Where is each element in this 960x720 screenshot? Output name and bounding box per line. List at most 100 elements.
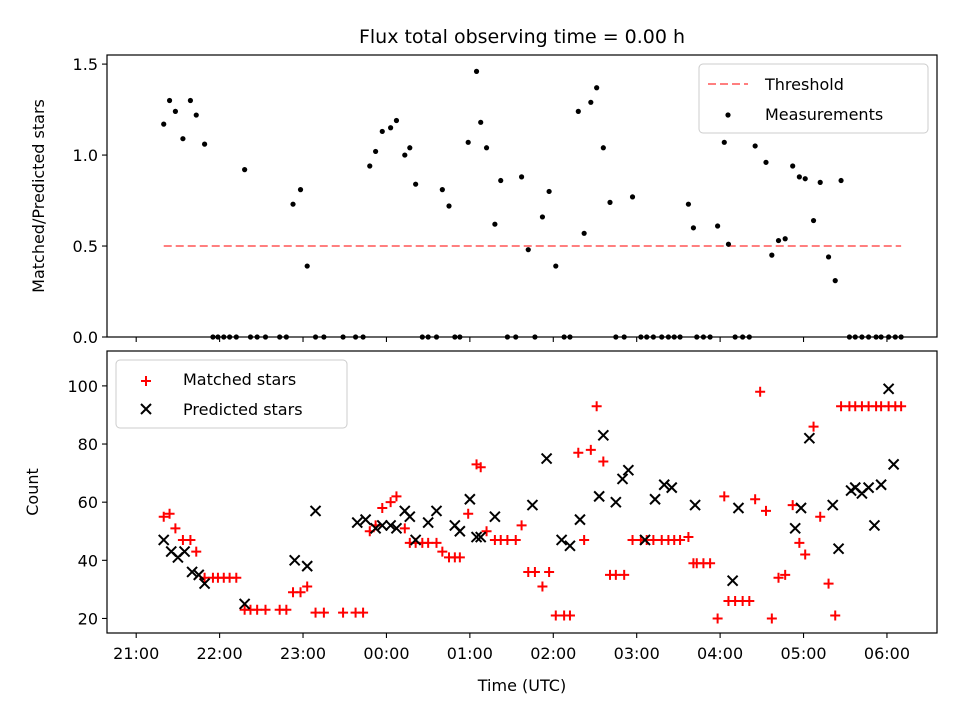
measurement-point (221, 334, 227, 340)
matched-star-point (648, 534, 659, 545)
predicted-star-point (359, 513, 372, 526)
measurement-point (790, 163, 796, 169)
measurement-point (304, 263, 310, 269)
y-axis-label-counts: Count (23, 468, 42, 516)
matched-star-point (437, 546, 448, 557)
matched-star-point (750, 494, 761, 505)
matched-star-point (358, 607, 369, 618)
matched-star-point (252, 604, 263, 615)
measurement-point (247, 334, 254, 340)
measurement-point (725, 241, 732, 247)
measurement-point (388, 125, 394, 131)
predicted-star-point (555, 534, 568, 546)
matched-star-point (815, 511, 826, 522)
measurement-point (180, 136, 186, 142)
legend-measurement-swatch (725, 112, 731, 118)
legend-measurement-label: Measurements (765, 105, 883, 124)
measurement-point (172, 108, 179, 114)
predicted-star-point (422, 516, 434, 529)
measurement-point (532, 334, 538, 340)
predicted-star-point (827, 499, 839, 511)
measurement-point (419, 334, 425, 340)
measurement-point (817, 179, 823, 185)
measurement-point (650, 334, 656, 340)
measurement-point (825, 254, 832, 260)
measurement-point (685, 201, 692, 207)
matched-star-point (529, 566, 540, 577)
predicted-star-point (526, 499, 539, 511)
predicted-star-point (409, 534, 422, 546)
measurement-point (690, 225, 697, 231)
measurement-point (425, 334, 431, 340)
measurement-point (732, 334, 738, 340)
measurement-point (553, 263, 559, 269)
measurement-point (513, 334, 519, 340)
x-tick-label: 03:00 (614, 644, 660, 663)
matched-star-point (423, 537, 434, 548)
y-tick-label: 1.5 (73, 55, 98, 74)
measurement-point (439, 187, 445, 193)
measurement-point (242, 167, 248, 173)
matched-star-point (760, 505, 771, 516)
legend-matched-swatch (141, 376, 151, 386)
matched-star-point (516, 520, 527, 531)
count-legend: Matched stars Predicted stars (115, 359, 348, 429)
matched-star-point (185, 534, 196, 545)
matched-star-point (579, 534, 590, 545)
measurement-point (433, 334, 440, 340)
y-axis-label-ratio: Matched/Predicted stars (29, 99, 48, 293)
measurement-point (846, 334, 853, 340)
measurement-point (746, 334, 752, 340)
matched-star-point (310, 607, 321, 618)
matched-star-point (598, 456, 609, 467)
predicted-star-point (593, 490, 605, 503)
legend-predicted-swatch (140, 403, 152, 415)
predicted-star-point (309, 505, 322, 517)
measurement-point (621, 334, 627, 340)
y-tick-label: 80 (78, 435, 98, 454)
predicted-star-point (726, 574, 739, 587)
measurement-point (283, 334, 289, 340)
measurement-point (873, 334, 879, 340)
measurement-point (769, 252, 775, 258)
legend-threshold-label: Threshold (764, 75, 844, 94)
matched-star-point (454, 552, 465, 563)
y-tick-label: 60 (78, 493, 98, 512)
measurement-point (161, 121, 167, 127)
measurement-point (465, 139, 471, 145)
measurement-point (297, 187, 304, 193)
matched-star-point (675, 534, 686, 545)
measurement-point (373, 148, 379, 155)
measurement-point (492, 221, 498, 227)
matched-star-point (585, 444, 596, 455)
measurement-point (215, 334, 221, 340)
matched-star-point (399, 523, 410, 534)
predicted-star-point (376, 519, 388, 532)
x-tick-label: 02:00 (530, 644, 576, 663)
predicted-star-point (475, 531, 487, 543)
matched-star-point (231, 572, 242, 583)
matched-star-point (170, 523, 181, 534)
predicted-star-point (489, 511, 501, 523)
predicted-star-point (464, 493, 476, 505)
predicted-star-point (832, 542, 845, 555)
matched-star-point (610, 569, 621, 580)
matched-star-point (719, 491, 730, 502)
predicted-star-point (564, 540, 576, 552)
measurement-point (210, 334, 216, 340)
matched-star-point (510, 534, 521, 545)
measurement-point (393, 117, 400, 124)
predicted-star-point (430, 505, 443, 517)
measurement-point (457, 334, 463, 340)
predicted-star-point (574, 513, 586, 526)
predicted-star-point (803, 432, 816, 444)
predicted-star-point (193, 569, 205, 581)
measurement-point (379, 128, 385, 135)
legend-predicted-label: Predicted stars (183, 400, 303, 419)
measurement-point (694, 334, 700, 340)
matched-star-point (766, 613, 777, 624)
matched-star-point (302, 581, 313, 592)
measurement-point (254, 334, 260, 340)
measurement-point (201, 141, 208, 147)
